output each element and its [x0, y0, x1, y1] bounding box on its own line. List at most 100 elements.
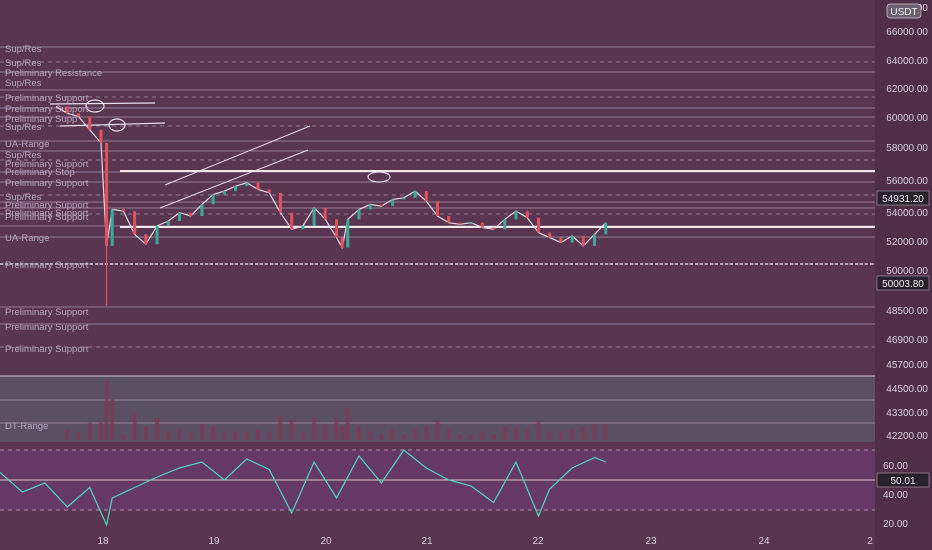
volume-bar — [222, 432, 227, 440]
time-tick-label: 23 — [645, 536, 657, 547]
price-line — [55, 105, 607, 250]
volume-bar — [65, 429, 70, 440]
level-label: UA-Range — [5, 139, 49, 150]
rsi-axis[interactable]: 60.00 40.00 20.00 — [883, 461, 908, 530]
price-candle — [436, 201, 439, 217]
level-label: Preliminary Support — [5, 159, 89, 170]
price-candle — [581, 235, 585, 246]
volume-bar — [340, 426, 345, 440]
price-candle — [447, 216, 451, 223]
volume-bar — [244, 432, 249, 440]
price-tick-label: 62000.00 — [886, 84, 928, 95]
price-candle — [379, 204, 383, 207]
level-label: DT-Range — [5, 421, 48, 432]
price-candle — [121, 209, 125, 212]
price-tick-label: 45700.00 — [886, 360, 928, 371]
volume-bar — [603, 424, 608, 440]
time-axis[interactable]: 18 19 20 21 22 23 24 2 — [97, 536, 873, 547]
price-candle — [65, 106, 69, 114]
price-candle — [267, 189, 271, 193]
price-candle — [234, 186, 238, 192]
level-label: Preliminary Support — [5, 178, 89, 189]
rsi-tick-label: 60.00 — [883, 461, 908, 472]
volume-bar — [457, 434, 462, 440]
price-candle — [402, 197, 406, 200]
price-candle — [290, 212, 294, 230]
price-tick-label: 43300.00 — [886, 408, 928, 419]
volume-bar — [199, 424, 204, 440]
price-candle — [514, 211, 518, 220]
price-candle — [144, 234, 148, 245]
price-candle — [166, 221, 170, 226]
price-candle — [245, 182, 249, 187]
price-candle — [413, 191, 417, 198]
volume-bar — [491, 434, 496, 440]
volume-bar — [312, 417, 317, 440]
volume-bar — [334, 417, 339, 440]
volume-bar — [570, 429, 575, 440]
price-candle — [458, 222, 462, 225]
time-tick-label: 20 — [320, 536, 332, 547]
rsi-series — [0, 449, 607, 527]
level-label: Sup/Res — [5, 44, 42, 55]
annotation-stroke-2[interactable] — [59, 122, 166, 127]
price-candle — [340, 237, 344, 248]
price-candle — [357, 209, 361, 220]
annotation-circle-1[interactable] — [85, 99, 105, 113]
volume-bar — [233, 431, 238, 440]
price-tick-label: 42200.00 — [886, 431, 928, 442]
currency-badge-label: USDT — [890, 7, 917, 18]
level-label: Preliminary Support — [5, 260, 89, 271]
volume-bar — [390, 429, 395, 440]
price-candle — [548, 232, 552, 238]
annotation-circle-3[interactable] — [367, 171, 391, 183]
channel-lower-line[interactable] — [159, 149, 309, 209]
time-tick-label: 24 — [758, 536, 770, 547]
price-series — [55, 105, 608, 306]
price-candle — [492, 227, 496, 230]
volume-bar — [267, 432, 272, 440]
volume-bar — [87, 422, 92, 440]
volume-bar — [76, 432, 81, 440]
volume-bar — [98, 422, 103, 440]
volume-bar — [446, 429, 451, 440]
price-candle — [301, 225, 305, 230]
time-tick-label: 19 — [208, 536, 220, 547]
volume-bar — [547, 431, 552, 440]
volume-bar — [536, 421, 541, 440]
price-candle — [222, 191, 226, 195]
volume-bar — [525, 429, 530, 440]
currency-badge[interactable] — [886, 3, 922, 19]
channel-upper-line[interactable] — [164, 125, 311, 186]
level-label: Preliminary Stop — [5, 167, 75, 178]
annotation-circle-2[interactable] — [108, 118, 126, 132]
rsi-line — [0, 449, 607, 527]
price-candle — [570, 235, 574, 243]
level-label: Preliminary Support — [5, 104, 89, 115]
price-candle — [77, 113, 81, 117]
price-tick-label: 44500.00 — [886, 384, 928, 395]
time-tick-label: 22 — [532, 536, 544, 547]
volume-bar — [104, 380, 109, 440]
volume-bar — [289, 419, 294, 440]
volume-bar — [401, 434, 406, 440]
volume-bar — [469, 434, 474, 440]
volume-bar — [300, 432, 305, 440]
rsi-current-badge — [876, 472, 930, 488]
price-candle — [177, 212, 181, 221]
volume-bar — [278, 416, 283, 440]
price-tick-label: 66000.00 — [886, 27, 928, 38]
price-candle — [525, 211, 529, 218]
price-axis-background — [875, 0, 932, 550]
level-label: Preliminary Support — [5, 322, 89, 333]
marked-price-badge — [876, 275, 930, 291]
price-tick-label: 64000.00 — [886, 56, 928, 67]
price-axis[interactable]: 68000.0066000.0064000.0062000.0060000.00… — [886, 3, 928, 442]
level-label: Preliminary Supp — [5, 114, 77, 125]
price-tick-label: 60000.00 — [886, 113, 928, 124]
price-candle — [200, 204, 204, 217]
volume-bar — [323, 424, 328, 440]
